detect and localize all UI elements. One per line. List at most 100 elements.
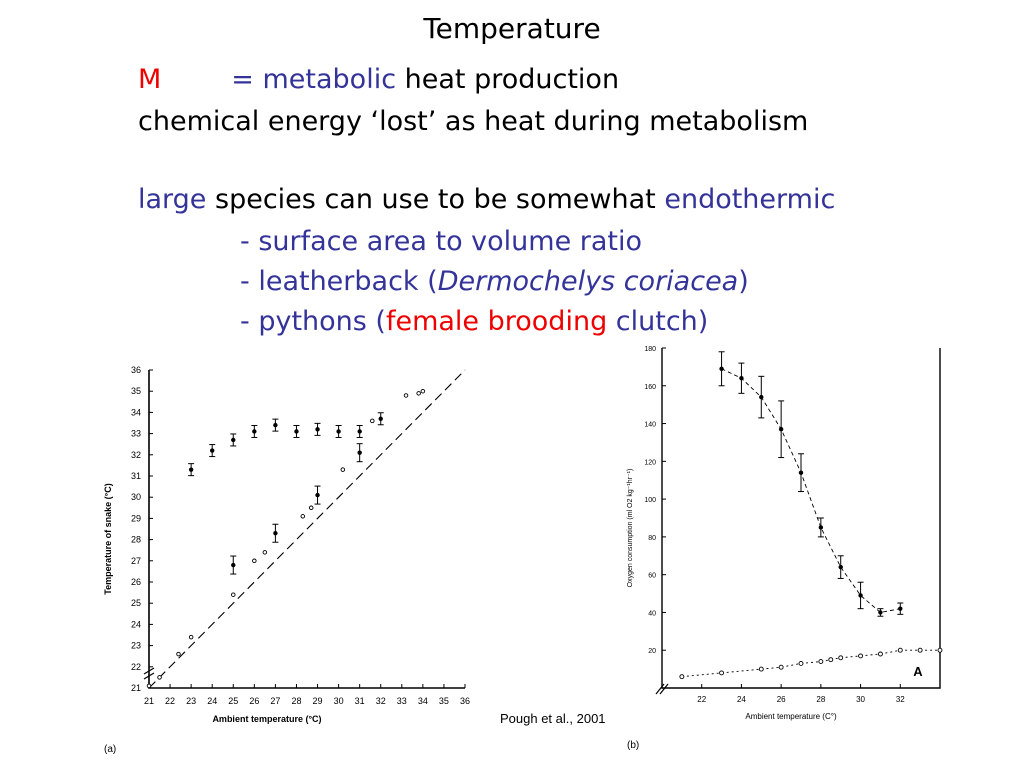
data-point-open: [300, 514, 306, 519]
data-point-open: [231, 592, 236, 597]
y-tick-label: 34: [131, 407, 141, 417]
female-brooding: female brooding: [385, 306, 608, 337]
leatherback-post: ): [738, 266, 749, 297]
series-line: [721, 368, 901, 613]
y-tick-label: 26: [131, 577, 141, 587]
data-point-filled: [898, 606, 903, 611]
bullet-pythons: - pythons (female brooding clutch): [240, 306, 708, 337]
x-tick-label: 36: [460, 696, 470, 706]
y-tick-label: 40: [648, 610, 656, 617]
data-point-open: [798, 660, 804, 666]
axis-break-mark: [143, 672, 155, 680]
line-metabolic: M = metabolic heat production: [138, 64, 619, 95]
pythons-post: clutch): [607, 306, 709, 337]
data-point-filled: [378, 416, 383, 421]
data-point-filled: [315, 427, 320, 432]
x-tick-label: 24: [207, 696, 217, 706]
axis-break-mark: [655, 683, 665, 695]
data-point-filled: [878, 610, 883, 615]
data-point-filled: [336, 429, 341, 434]
symbol-m: M: [138, 64, 162, 95]
y-tick-label: 33: [131, 429, 141, 439]
x-tick-label: 29: [313, 696, 323, 706]
data-point-open: [917, 647, 923, 653]
data-point-open: [858, 653, 864, 659]
word-endothermic: endothermic: [664, 184, 836, 215]
data-point-open: [188, 634, 194, 640]
word-large: large: [138, 184, 207, 215]
data-point-filled: [759, 394, 764, 400]
y-tick-label: 160: [644, 384, 656, 391]
x-axis-label: Ambient temperature (°C): [212, 714, 321, 724]
x-axis-label: Ambient temperature (C°): [745, 712, 837, 721]
x-tick-label: 23: [186, 696, 196, 706]
y-tick-label: 24: [131, 619, 141, 629]
y-tick-label: 22: [131, 662, 141, 672]
bullet-surface-area: - surface area to volume ratio: [240, 226, 643, 257]
metabolic-eq: = metabolic: [231, 64, 397, 95]
data-point-filled: [818, 525, 824, 530]
data-point-open: [778, 664, 784, 670]
line-chemical-energy: chemical energy ‘lost’ as heat during me…: [138, 106, 809, 137]
data-point-open: [340, 467, 346, 472]
y-tick-label: 100: [644, 497, 656, 504]
x-tick-label: 30: [334, 696, 344, 706]
data-point-filled: [798, 470, 804, 475]
data-point-open: [679, 674, 685, 680]
y-tick-label: 80: [648, 535, 656, 542]
x-tick-label: 26: [777, 695, 786, 704]
data-point-open: [838, 655, 844, 661]
data-point-filled: [838, 564, 843, 570]
data-point-open: [403, 393, 409, 398]
data-point-filled: [210, 448, 215, 453]
y-tick-label: 31: [131, 471, 141, 481]
data-point-filled: [357, 450, 362, 455]
line-endothermic: large species can use to be somewhat end…: [138, 184, 835, 215]
x-tick-label: 21: [144, 696, 154, 706]
data-point-open: [262, 550, 268, 555]
y-tick-label: 28: [131, 535, 141, 545]
y-tick-label: 30: [131, 492, 141, 502]
pythons-pre: - pythons (: [240, 306, 386, 337]
data-point-open: [370, 418, 375, 424]
axis-break-mark: [659, 683, 669, 695]
x-tick-label: 32: [376, 696, 386, 706]
x-tick-label: 30: [856, 695, 865, 704]
data-point-filled: [719, 366, 724, 371]
data-point-open: [416, 391, 421, 396]
data-point-filled: [778, 427, 784, 432]
data-point-open: [420, 388, 426, 394]
x-tick-label: 33: [397, 696, 407, 706]
data-point-filled: [273, 531, 278, 536]
data-point-open: [157, 675, 162, 680]
data-point-open: [146, 683, 152, 689]
data-point-open: [252, 558, 257, 564]
data-point-open: [897, 647, 903, 653]
figure-b-oxygen-consumption: 22 24 26 28 30 32 20 40 60 80 100 120 140 160 180 Ambie…: [627, 346, 943, 721]
y-tick-label: 21: [131, 683, 141, 693]
x-tick-label: 25: [228, 696, 238, 706]
x-tick-label: 26: [249, 696, 259, 706]
data-point-filled: [252, 429, 257, 434]
y-tick-label: 23: [131, 641, 141, 651]
source-credit: Pough et al., 2001: [500, 711, 606, 726]
data-point-open: [818, 659, 824, 665]
y-axis-label: Temperature of snake (°C): [103, 483, 113, 594]
figure-a-snake-temperature: 21 22 23 24 25 26 27 28 29 30 31 32 33 34 35 36 21 22 23 24…: [103, 365, 470, 724]
reference-diagonal: [148, 369, 466, 689]
y-tick-label: 36: [131, 365, 141, 375]
x-tick-label: 24: [737, 695, 746, 704]
x-tick-label: 27: [270, 696, 280, 706]
data-point-filled: [739, 376, 744, 381]
data-point-open: [308, 505, 314, 511]
data-point-open: [937, 647, 943, 653]
x-tick-label: 35: [439, 696, 449, 706]
y-tick-label: 29: [131, 513, 141, 523]
y-tick-label: 60: [648, 573, 656, 580]
line-endothermic-mid: species can use to be somewhat: [206, 184, 665, 215]
data-point-filled: [188, 467, 194, 472]
axis-break-mark: [143, 667, 155, 675]
y-tick-label: 35: [131, 386, 141, 396]
data-point-open: [877, 651, 883, 657]
slide-title: Temperature: [423, 12, 601, 45]
